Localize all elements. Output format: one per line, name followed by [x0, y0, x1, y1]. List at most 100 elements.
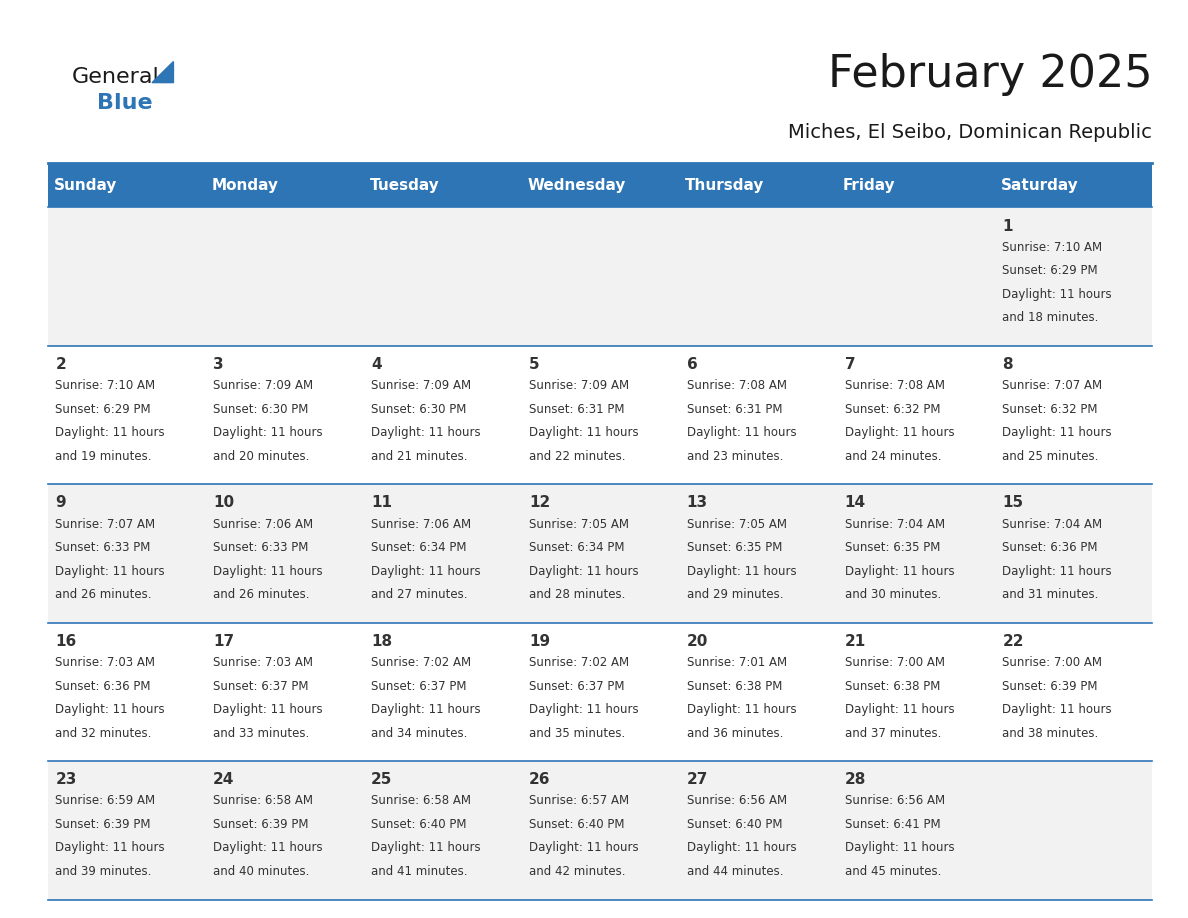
Text: Sunrise: 6:56 AM: Sunrise: 6:56 AM	[845, 794, 944, 808]
Text: 16: 16	[56, 633, 77, 649]
FancyBboxPatch shape	[206, 622, 364, 761]
Text: Daylight: 11 hours: Daylight: 11 hours	[371, 426, 481, 439]
Text: 18: 18	[371, 633, 392, 649]
FancyBboxPatch shape	[206, 485, 364, 622]
Text: Sunrise: 6:58 AM: Sunrise: 6:58 AM	[213, 794, 314, 808]
Text: and 29 minutes.: and 29 minutes.	[687, 588, 783, 601]
Text: Daylight: 11 hours: Daylight: 11 hours	[213, 842, 323, 855]
Text: Daylight: 11 hours: Daylight: 11 hours	[1003, 426, 1112, 439]
Text: Daylight: 11 hours: Daylight: 11 hours	[56, 426, 165, 439]
Text: Sunrise: 7:01 AM: Sunrise: 7:01 AM	[687, 656, 786, 669]
Text: Sunrise: 7:10 AM: Sunrise: 7:10 AM	[1003, 241, 1102, 253]
Text: Miches, El Seibo, Dominican Republic: Miches, El Seibo, Dominican Republic	[789, 123, 1152, 142]
Text: Daylight: 11 hours: Daylight: 11 hours	[213, 426, 323, 439]
Text: 3: 3	[213, 357, 223, 372]
FancyBboxPatch shape	[836, 485, 994, 622]
Text: and 26 minutes.: and 26 minutes.	[56, 588, 152, 601]
Text: Daylight: 11 hours: Daylight: 11 hours	[687, 426, 796, 439]
Text: and 31 minutes.: and 31 minutes.	[1003, 588, 1099, 601]
Text: 12: 12	[529, 496, 550, 510]
Text: and 23 minutes.: and 23 minutes.	[687, 450, 783, 463]
Text: Sunrise: 7:06 AM: Sunrise: 7:06 AM	[213, 518, 314, 531]
Text: Sunset: 6:31 PM: Sunset: 6:31 PM	[687, 403, 782, 416]
FancyBboxPatch shape	[522, 761, 678, 900]
FancyBboxPatch shape	[522, 485, 678, 622]
Text: and 37 minutes.: and 37 minutes.	[845, 727, 941, 740]
Text: Sunrise: 7:04 AM: Sunrise: 7:04 AM	[1003, 518, 1102, 531]
Text: and 32 minutes.: and 32 minutes.	[56, 727, 152, 740]
FancyBboxPatch shape	[522, 346, 678, 485]
FancyBboxPatch shape	[48, 761, 206, 900]
FancyBboxPatch shape	[836, 207, 994, 346]
Text: Sunrise: 6:58 AM: Sunrise: 6:58 AM	[371, 794, 472, 808]
Text: Friday: Friday	[843, 178, 896, 193]
Text: Sunset: 6:37 PM: Sunset: 6:37 PM	[371, 679, 467, 692]
FancyBboxPatch shape	[836, 163, 994, 207]
Text: Sunset: 6:35 PM: Sunset: 6:35 PM	[845, 541, 940, 554]
Text: Sunrise: 7:09 AM: Sunrise: 7:09 AM	[213, 379, 314, 392]
Text: Sunset: 6:33 PM: Sunset: 6:33 PM	[213, 541, 309, 554]
Text: 17: 17	[213, 633, 234, 649]
Text: Blue: Blue	[97, 93, 153, 113]
FancyBboxPatch shape	[836, 761, 994, 900]
Text: Daylight: 11 hours: Daylight: 11 hours	[687, 842, 796, 855]
Text: Sunrise: 6:57 AM: Sunrise: 6:57 AM	[529, 794, 628, 808]
FancyBboxPatch shape	[522, 622, 678, 761]
Text: 4: 4	[371, 357, 381, 372]
Text: and 33 minutes.: and 33 minutes.	[213, 727, 310, 740]
Text: 7: 7	[845, 357, 855, 372]
Text: Sunset: 6:38 PM: Sunset: 6:38 PM	[845, 679, 940, 692]
FancyBboxPatch shape	[364, 485, 522, 622]
Text: Daylight: 11 hours: Daylight: 11 hours	[56, 703, 165, 716]
Text: Sunset: 6:39 PM: Sunset: 6:39 PM	[56, 818, 151, 831]
Text: Daylight: 11 hours: Daylight: 11 hours	[687, 703, 796, 716]
Text: and 21 minutes.: and 21 minutes.	[371, 450, 468, 463]
FancyBboxPatch shape	[678, 163, 836, 207]
FancyBboxPatch shape	[48, 346, 206, 485]
FancyBboxPatch shape	[364, 163, 522, 207]
Text: Sunrise: 7:05 AM: Sunrise: 7:05 AM	[529, 518, 628, 531]
Text: 26: 26	[529, 772, 550, 788]
Text: 22: 22	[1003, 633, 1024, 649]
Text: 10: 10	[213, 496, 234, 510]
Text: 11: 11	[371, 496, 392, 510]
FancyBboxPatch shape	[206, 163, 364, 207]
Text: and 22 minutes.: and 22 minutes.	[529, 450, 625, 463]
FancyBboxPatch shape	[364, 761, 522, 900]
Text: Sunset: 6:30 PM: Sunset: 6:30 PM	[371, 403, 467, 416]
Text: Daylight: 11 hours: Daylight: 11 hours	[56, 565, 165, 577]
Text: and 18 minutes.: and 18 minutes.	[1003, 311, 1099, 324]
Text: and 24 minutes.: and 24 minutes.	[845, 450, 941, 463]
Text: Saturday: Saturday	[1000, 178, 1079, 193]
Text: Sunrise: 7:02 AM: Sunrise: 7:02 AM	[371, 656, 472, 669]
Text: Sunset: 6:40 PM: Sunset: 6:40 PM	[371, 818, 467, 831]
Text: Sunrise: 7:08 AM: Sunrise: 7:08 AM	[687, 379, 786, 392]
Text: Sunset: 6:39 PM: Sunset: 6:39 PM	[213, 818, 309, 831]
Text: and 27 minutes.: and 27 minutes.	[371, 588, 468, 601]
Text: General: General	[71, 67, 159, 87]
Text: Sunset: 6:29 PM: Sunset: 6:29 PM	[1003, 264, 1098, 277]
FancyBboxPatch shape	[206, 207, 364, 346]
Text: Sunset: 6:38 PM: Sunset: 6:38 PM	[687, 679, 782, 692]
FancyBboxPatch shape	[206, 761, 364, 900]
Text: Daylight: 11 hours: Daylight: 11 hours	[529, 703, 638, 716]
FancyBboxPatch shape	[994, 346, 1152, 485]
Text: Sunset: 6:40 PM: Sunset: 6:40 PM	[687, 818, 782, 831]
FancyBboxPatch shape	[836, 346, 994, 485]
Text: Sunset: 6:41 PM: Sunset: 6:41 PM	[845, 818, 940, 831]
Text: Daylight: 11 hours: Daylight: 11 hours	[1003, 565, 1112, 577]
Text: Daylight: 11 hours: Daylight: 11 hours	[529, 426, 638, 439]
Text: Sunset: 6:29 PM: Sunset: 6:29 PM	[56, 403, 151, 416]
FancyBboxPatch shape	[364, 207, 522, 346]
Polygon shape	[152, 62, 173, 83]
Text: and 39 minutes.: and 39 minutes.	[56, 865, 152, 878]
Text: and 42 minutes.: and 42 minutes.	[529, 865, 625, 878]
Text: Sunrise: 7:04 AM: Sunrise: 7:04 AM	[845, 518, 944, 531]
FancyBboxPatch shape	[364, 346, 522, 485]
Text: Sunrise: 7:05 AM: Sunrise: 7:05 AM	[687, 518, 786, 531]
Text: Thursday: Thursday	[685, 178, 765, 193]
FancyBboxPatch shape	[678, 761, 836, 900]
Text: Sunrise: 7:09 AM: Sunrise: 7:09 AM	[371, 379, 472, 392]
Text: Sunrise: 6:56 AM: Sunrise: 6:56 AM	[687, 794, 786, 808]
FancyBboxPatch shape	[48, 485, 206, 622]
